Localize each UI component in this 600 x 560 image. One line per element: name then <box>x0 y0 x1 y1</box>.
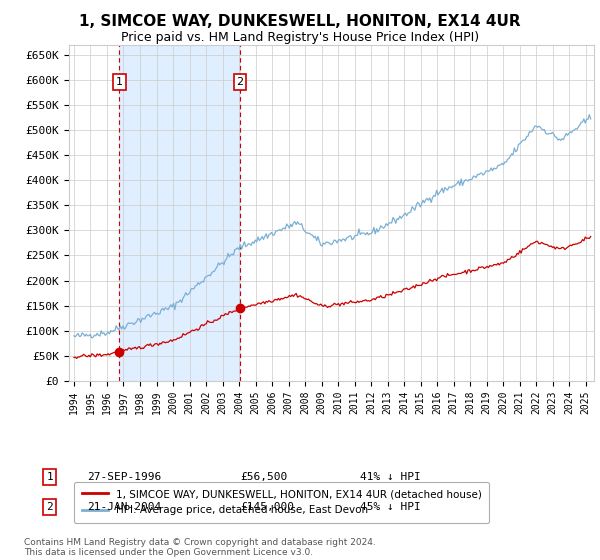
Text: 1, SIMCOE WAY, DUNKESWELL, HONITON, EX14 4UR: 1, SIMCOE WAY, DUNKESWELL, HONITON, EX14… <box>79 14 521 29</box>
Text: 45% ↓ HPI: 45% ↓ HPI <box>360 502 421 512</box>
Legend: 1, SIMCOE WAY, DUNKESWELL, HONITON, EX14 4UR (detached house), HPI: Average pric: 1, SIMCOE WAY, DUNKESWELL, HONITON, EX14… <box>74 482 489 522</box>
Bar <box>119 45 240 381</box>
Text: 27-SEP-1996: 27-SEP-1996 <box>87 472 161 482</box>
Text: 1: 1 <box>116 77 123 87</box>
Text: Price paid vs. HM Land Registry's House Price Index (HPI): Price paid vs. HM Land Registry's House … <box>121 31 479 44</box>
Text: 41% ↓ HPI: 41% ↓ HPI <box>360 472 421 482</box>
Text: £145,000: £145,000 <box>240 502 294 512</box>
Text: 2: 2 <box>46 502 53 512</box>
Text: 2: 2 <box>236 77 244 87</box>
Text: Contains HM Land Registry data © Crown copyright and database right 2024.
This d: Contains HM Land Registry data © Crown c… <box>24 538 376 557</box>
Text: £56,500: £56,500 <box>240 472 287 482</box>
Text: 1: 1 <box>46 472 53 482</box>
Text: 21-JAN-2004: 21-JAN-2004 <box>87 502 161 512</box>
